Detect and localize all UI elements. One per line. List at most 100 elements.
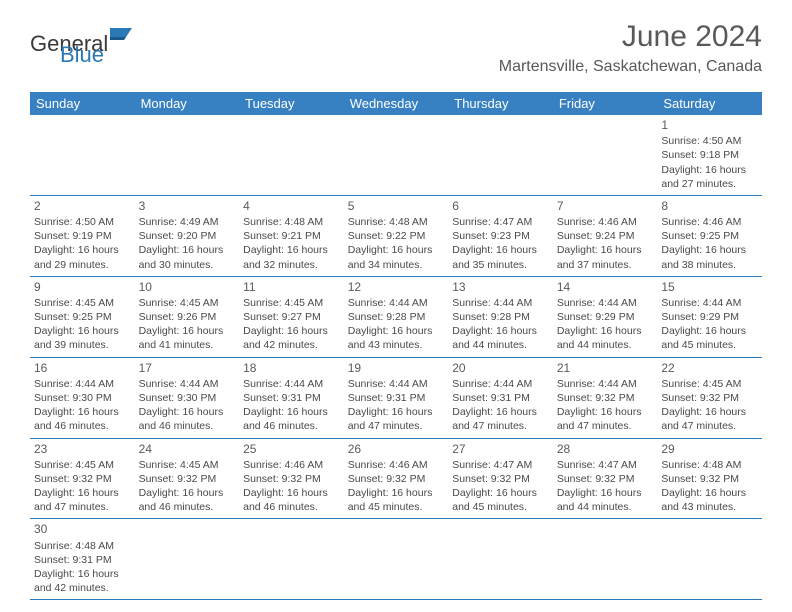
calendar-cell: 10Sunrise: 4:45 AMSunset: 9:26 PMDayligh…	[135, 276, 240, 357]
calendar-week: 23Sunrise: 4:45 AMSunset: 9:32 PMDayligh…	[30, 438, 762, 519]
daylight-line-2: and 46 minutes.	[243, 419, 340, 433]
day-number: 20	[452, 360, 549, 376]
day-number: 27	[452, 441, 549, 457]
day-number: 29	[661, 441, 758, 457]
daylight-line-2: and 47 minutes.	[34, 500, 131, 514]
sunrise-line: Sunrise: 4:45 AM	[661, 377, 758, 391]
daylight-line-1: Daylight: 16 hours	[661, 486, 758, 500]
calendar-cell: 16Sunrise: 4:44 AMSunset: 9:30 PMDayligh…	[30, 357, 135, 438]
daylight-line-1: Daylight: 16 hours	[34, 324, 131, 338]
sunrise-line: Sunrise: 4:44 AM	[34, 377, 131, 391]
location: Martensville, Saskatchewan, Canada	[499, 58, 762, 76]
day-number: 24	[139, 441, 236, 457]
day-header: Friday	[553, 92, 658, 115]
sunset-line: Sunset: 9:28 PM	[348, 310, 445, 324]
daylight-line-1: Daylight: 16 hours	[557, 243, 654, 257]
daylight-line-2: and 39 minutes.	[34, 338, 131, 352]
calendar-cell: 15Sunrise: 4:44 AMSunset: 9:29 PMDayligh…	[657, 276, 762, 357]
sunrise-line: Sunrise: 4:44 AM	[452, 377, 549, 391]
sunrise-line: Sunrise: 4:44 AM	[557, 377, 654, 391]
sunrise-line: Sunrise: 4:46 AM	[348, 458, 445, 472]
sunrise-line: Sunrise: 4:46 AM	[243, 458, 340, 472]
daylight-line-1: Daylight: 16 hours	[348, 324, 445, 338]
calendar-cell: 5Sunrise: 4:48 AMSunset: 9:22 PMDaylight…	[344, 195, 449, 276]
calendar-cell: 8Sunrise: 4:46 AMSunset: 9:25 PMDaylight…	[657, 195, 762, 276]
logo-text-blue: Blue	[60, 42, 104, 68]
sunset-line: Sunset: 9:25 PM	[661, 229, 758, 243]
day-number: 15	[661, 279, 758, 295]
day-number: 13	[452, 279, 549, 295]
day-number: 25	[243, 441, 340, 457]
daylight-line-1: Daylight: 16 hours	[452, 324, 549, 338]
sunset-line: Sunset: 9:21 PM	[243, 229, 340, 243]
calendar-cell	[553, 519, 658, 600]
day-number: 21	[557, 360, 654, 376]
month-title: June 2024	[499, 20, 762, 54]
daylight-line-1: Daylight: 16 hours	[661, 243, 758, 257]
daylight-line-1: Daylight: 16 hours	[557, 324, 654, 338]
daylight-line-2: and 44 minutes.	[557, 500, 654, 514]
calendar-week: 1Sunrise: 4:50 AMSunset: 9:18 PMDaylight…	[30, 115, 762, 195]
day-number: 22	[661, 360, 758, 376]
sunrise-line: Sunrise: 4:44 AM	[243, 377, 340, 391]
day-number: 17	[139, 360, 236, 376]
daylight-line-2: and 45 minutes.	[348, 500, 445, 514]
calendar-cell: 4Sunrise: 4:48 AMSunset: 9:21 PMDaylight…	[239, 195, 344, 276]
day-number: 26	[348, 441, 445, 457]
daylight-line-2: and 47 minutes.	[661, 419, 758, 433]
sunrise-line: Sunrise: 4:44 AM	[348, 377, 445, 391]
day-number: 23	[34, 441, 131, 457]
sunset-line: Sunset: 9:22 PM	[348, 229, 445, 243]
daylight-line-2: and 43 minutes.	[348, 338, 445, 352]
daylight-line-1: Daylight: 16 hours	[557, 486, 654, 500]
daylight-line-2: and 44 minutes.	[557, 338, 654, 352]
sunrise-line: Sunrise: 4:49 AM	[139, 215, 236, 229]
day-number: 3	[139, 198, 236, 214]
daylight-line-1: Daylight: 16 hours	[139, 324, 236, 338]
day-number: 2	[34, 198, 131, 214]
day-header: Wednesday	[344, 92, 449, 115]
daylight-line-2: and 30 minutes.	[139, 258, 236, 272]
sunset-line: Sunset: 9:29 PM	[661, 310, 758, 324]
sunset-line: Sunset: 9:31 PM	[34, 553, 131, 567]
calendar-cell: 22Sunrise: 4:45 AMSunset: 9:32 PMDayligh…	[657, 357, 762, 438]
sunset-line: Sunset: 9:32 PM	[452, 472, 549, 486]
daylight-line-1: Daylight: 16 hours	[139, 243, 236, 257]
sunset-line: Sunset: 9:23 PM	[452, 229, 549, 243]
sunset-line: Sunset: 9:32 PM	[34, 472, 131, 486]
calendar-cell: 18Sunrise: 4:44 AMSunset: 9:31 PMDayligh…	[239, 357, 344, 438]
calendar-cell: 3Sunrise: 4:49 AMSunset: 9:20 PMDaylight…	[135, 195, 240, 276]
daylight-line-2: and 47 minutes.	[557, 419, 654, 433]
calendar-cell: 1Sunrise: 4:50 AMSunset: 9:18 PMDaylight…	[657, 115, 762, 195]
daylight-line-1: Daylight: 16 hours	[34, 567, 131, 581]
daylight-line-2: and 29 minutes.	[34, 258, 131, 272]
sunset-line: Sunset: 9:29 PM	[557, 310, 654, 324]
calendar-cell	[344, 519, 449, 600]
calendar-cell	[657, 519, 762, 600]
calendar-cell: 13Sunrise: 4:44 AMSunset: 9:28 PMDayligh…	[448, 276, 553, 357]
sunrise-line: Sunrise: 4:46 AM	[661, 215, 758, 229]
daylight-line-1: Daylight: 16 hours	[452, 243, 549, 257]
day-number: 14	[557, 279, 654, 295]
calendar-cell: 20Sunrise: 4:44 AMSunset: 9:31 PMDayligh…	[448, 357, 553, 438]
daylight-line-2: and 34 minutes.	[348, 258, 445, 272]
calendar-cell: 19Sunrise: 4:44 AMSunset: 9:31 PMDayligh…	[344, 357, 449, 438]
daylight-line-1: Daylight: 16 hours	[348, 405, 445, 419]
day-number: 7	[557, 198, 654, 214]
calendar-cell: 24Sunrise: 4:45 AMSunset: 9:32 PMDayligh…	[135, 438, 240, 519]
sunrise-line: Sunrise: 4:46 AM	[557, 215, 654, 229]
daylight-line-2: and 46 minutes.	[243, 500, 340, 514]
day-number: 11	[243, 279, 340, 295]
sunrise-line: Sunrise: 4:48 AM	[661, 458, 758, 472]
calendar-cell: 14Sunrise: 4:44 AMSunset: 9:29 PMDayligh…	[553, 276, 658, 357]
day-number: 8	[661, 198, 758, 214]
calendar-cell	[448, 519, 553, 600]
daylight-line-1: Daylight: 16 hours	[34, 486, 131, 500]
daylight-line-2: and 44 minutes.	[452, 338, 549, 352]
sunrise-line: Sunrise: 4:50 AM	[34, 215, 131, 229]
daylight-line-2: and 38 minutes.	[661, 258, 758, 272]
sunset-line: Sunset: 9:32 PM	[661, 391, 758, 405]
calendar-cell: 17Sunrise: 4:44 AMSunset: 9:30 PMDayligh…	[135, 357, 240, 438]
sunset-line: Sunset: 9:30 PM	[139, 391, 236, 405]
daylight-line-1: Daylight: 16 hours	[243, 243, 340, 257]
